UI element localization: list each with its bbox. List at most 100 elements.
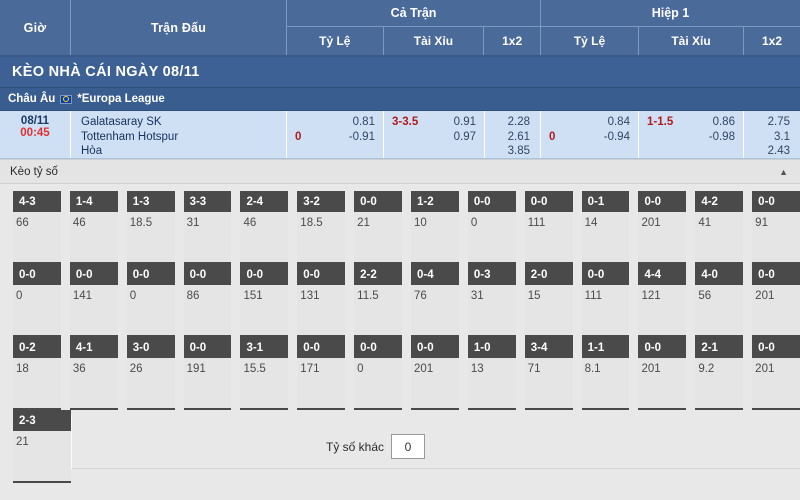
score-cell[interactable]: 0-1 14	[581, 191, 630, 264]
score-cell[interactable]: 4-0 56	[695, 264, 744, 337]
other-score-input[interactable]: 0	[391, 434, 426, 459]
score-odd: 26	[129, 363, 143, 375]
score-cell[interactable]: 1-2 10	[411, 191, 459, 264]
overunder-full-over-odd: 0.91	[453, 116, 476, 128]
score-odd: 71	[527, 363, 541, 375]
score-cell[interactable]: 0-0 0	[13, 264, 61, 337]
score-cell[interactable]: 2-1 9.2	[695, 337, 744, 410]
score-label: 0-0	[752, 337, 800, 358]
score-cell[interactable]: 0-0 201	[638, 337, 687, 410]
league-row[interactable]: Châu Âu *Europa League	[0, 88, 800, 111]
handicap-h1-cell[interactable]: . 0 0.84 -0.94	[541, 111, 639, 158]
score-cell[interactable]: 4-4 121	[638, 264, 687, 337]
match-teams-cell[interactable]: Galatasaray SK Tottenham Hotspur Hòa	[71, 111, 287, 158]
score-cell[interactable]: 2-4 46	[240, 191, 289, 264]
score-odd: 86	[186, 290, 200, 302]
score-odd: 15	[527, 290, 541, 302]
score-cell[interactable]: 4-3 66	[13, 191, 61, 264]
score-odd: 56	[698, 290, 712, 302]
column-group-full-match: Cả Trận Tỷ Lệ Tài Xỉu 1x2	[287, 0, 541, 55]
score-cell[interactable]: 0-0 171	[297, 337, 346, 410]
score-odd: 31	[470, 290, 484, 302]
score-label: 0-0	[69, 264, 118, 285]
onextwo-h1-home: 2.75	[767, 116, 790, 128]
score-odd: 66	[16, 217, 29, 229]
score-cell[interactable]: 3-1 15.5	[240, 337, 289, 410]
score-odd: 111	[527, 217, 546, 229]
score-label: 0-0	[240, 264, 289, 285]
overunder-h1-cell[interactable]: 1-1.5 0.86 -0.98	[639, 111, 744, 158]
score-cell[interactable]: 0-0 86	[183, 264, 232, 337]
score-cell[interactable]: 2-0 15	[524, 264, 573, 337]
score-cell[interactable]: 1-1 8.1	[581, 337, 630, 410]
score-cell[interactable]: 2-3 21	[13, 410, 71, 483]
score-label: 0-0	[638, 191, 687, 212]
column-header-overunder-full: Tài Xỉu	[384, 27, 485, 55]
score-cell[interactable]: 0-0 91	[752, 191, 800, 264]
score-label: 3-0	[126, 337, 175, 358]
score-odd: 191	[186, 363, 206, 375]
column-header-1x2-full: 1x2	[502, 34, 523, 49]
score-cell[interactable]: 0-0 0	[467, 191, 516, 264]
score-cell[interactable]: 0-0 141	[69, 264, 118, 337]
score-cell[interactable]: 1-4 46	[69, 191, 118, 264]
score-cell[interactable]: 3-4 71	[524, 337, 573, 410]
score-cell[interactable]: 3-3 31	[183, 191, 232, 264]
table-row[interactable]: 08/11 00:45 Galatasaray SK Tottenham Hot…	[0, 111, 800, 159]
score-cell[interactable]: 3-2 18.5	[297, 191, 346, 264]
other-score-area: Tỷ số khác 0	[71, 410, 800, 483]
onextwo-h1-draw: 3.1	[774, 130, 790, 143]
score-label: 2-3	[13, 410, 71, 431]
score-cell[interactable]: 0-0 0	[354, 337, 403, 410]
column-header-handicap-h1: Tỷ Lệ	[541, 27, 639, 55]
score-cell[interactable]: 0-0 201	[752, 264, 800, 337]
score-label: 0-0	[183, 264, 232, 285]
score-odd: 18	[16, 363, 29, 375]
onextwo-h1-cell[interactable]: 2.75 3.1 2.43	[744, 111, 800, 158]
score-cell[interactable]: 0-0 111	[581, 264, 630, 337]
overunder-h1-under-odd: -0.98	[708, 130, 735, 143]
score-cell[interactable]: 0-0 201	[411, 337, 459, 410]
score-cell[interactable]: 0-0 201	[752, 337, 800, 410]
handicap-full-cell[interactable]: . 0 0.81 -0.91	[287, 111, 384, 158]
score-label: 4-4	[638, 264, 687, 285]
score-cell[interactable]: 0-0 0	[126, 264, 175, 337]
score-cell[interactable]: 2-2 11.5	[354, 264, 403, 337]
score-cell[interactable]: 0-0 191	[183, 337, 232, 410]
score-label: 2-4	[240, 191, 289, 212]
score-label: 2-1	[695, 337, 744, 358]
score-label: 3-1	[240, 337, 289, 358]
score-cell[interactable]: 0-0 21	[354, 191, 403, 264]
score-cell[interactable]: 0-3 31	[467, 264, 516, 337]
score-cell[interactable]: 0-0 111	[524, 191, 573, 264]
draw-label: Hòa	[81, 145, 103, 157]
score-odd: 18.5	[300, 217, 323, 229]
score-label: 0-0	[524, 191, 573, 212]
home-team-name: Galatasaray SK	[81, 116, 162, 128]
score-cell[interactable]: 3-0 26	[126, 337, 175, 410]
overunder-full-cell[interactable]: 3-3.5 0.91 0.97	[384, 111, 485, 158]
score-cell[interactable]: 4-2 41	[695, 191, 744, 264]
score-odd: 21	[16, 436, 29, 448]
handicap-full-home-odd: 0.81	[352, 116, 375, 128]
away-team-name: Tottenham Hotspur	[81, 130, 179, 143]
score-odd: 10	[414, 217, 427, 229]
score-cell[interactable]: 1-3 18.5	[126, 191, 175, 264]
onextwo-full-cell[interactable]: 2.28 2.61 3.85	[485, 111, 541, 158]
score-odd: 111	[584, 290, 603, 302]
score-cell[interactable]: 0-0 151	[240, 264, 289, 337]
caret-up-icon[interactable]: ▲	[779, 166, 788, 177]
eu-flag-icon	[60, 94, 73, 104]
correct-score-panel-header[interactable]: Kèo tỷ số ▲	[0, 159, 800, 184]
score-cell[interactable]: 4-1 36	[69, 337, 118, 410]
score-odd: 8.1	[584, 363, 601, 375]
correct-score-last-row: 2-3 21 Tỷ số khác 0	[0, 410, 800, 483]
score-cell[interactable]: 0-4 76	[411, 264, 459, 337]
score-cell[interactable]: 1-0 13	[467, 337, 516, 410]
score-grid-row: 0-2 18 4-1 36 3-0 26 0-0 191 3-1 15.5 0-0 171 0-0 0 0-…	[0, 337, 800, 410]
score-cell[interactable]: 0-0 131	[297, 264, 346, 337]
score-label: 3-3	[183, 191, 232, 212]
score-cell[interactable]: 0-2 18	[13, 337, 61, 410]
score-odd: 31	[186, 217, 200, 229]
score-cell[interactable]: 0-0 201	[638, 191, 687, 264]
